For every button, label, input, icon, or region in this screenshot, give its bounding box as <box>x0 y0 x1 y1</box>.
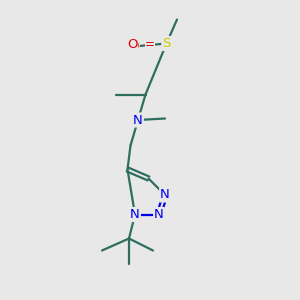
Text: N: N <box>130 208 140 221</box>
Text: O: O <box>128 40 139 53</box>
Text: N: N <box>160 188 170 202</box>
Text: N: N <box>133 113 143 127</box>
Text: N: N <box>154 208 164 221</box>
Text: S: S <box>162 37 171 50</box>
Text: O: O <box>127 38 137 52</box>
Text: =: = <box>145 38 155 52</box>
